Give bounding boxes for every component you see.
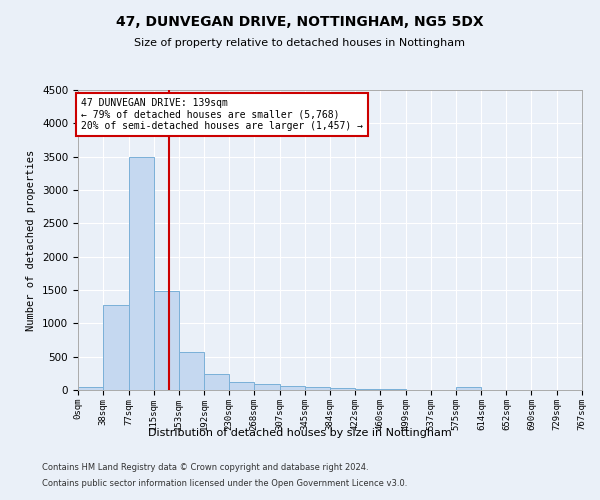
- Bar: [305, 388, 331, 390]
- Bar: [103, 306, 128, 390]
- Bar: [179, 352, 204, 390]
- Bar: [280, 386, 305, 390]
- Bar: [128, 156, 154, 390]
- Bar: [154, 292, 179, 390]
- Text: Distribution of detached houses by size in Nottingham: Distribution of detached houses by size …: [148, 428, 452, 438]
- Text: Size of property relative to detached houses in Nottingham: Size of property relative to detached ho…: [134, 38, 466, 48]
- Bar: [331, 388, 355, 390]
- Bar: [355, 388, 380, 390]
- Bar: [456, 386, 481, 390]
- Text: Contains public sector information licensed under the Open Government Licence v3: Contains public sector information licen…: [42, 478, 407, 488]
- Bar: [380, 389, 406, 390]
- Text: 47 DUNVEGAN DRIVE: 139sqm
← 79% of detached houses are smaller (5,768)
20% of se: 47 DUNVEGAN DRIVE: 139sqm ← 79% of detac…: [81, 98, 363, 131]
- Bar: [204, 374, 229, 390]
- Bar: [229, 382, 254, 390]
- Text: 47, DUNVEGAN DRIVE, NOTTINGHAM, NG5 5DX: 47, DUNVEGAN DRIVE, NOTTINGHAM, NG5 5DX: [116, 15, 484, 29]
- Text: Contains HM Land Registry data © Crown copyright and database right 2024.: Contains HM Land Registry data © Crown c…: [42, 464, 368, 472]
- Bar: [254, 384, 280, 390]
- Bar: [78, 386, 103, 390]
- Y-axis label: Number of detached properties: Number of detached properties: [26, 150, 37, 330]
